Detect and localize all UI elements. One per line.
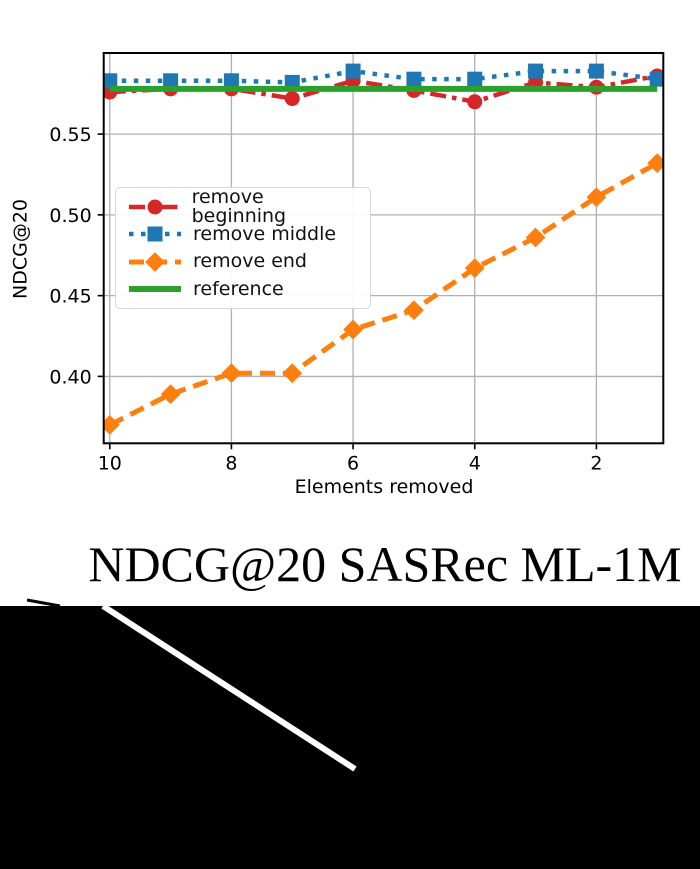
- marker-remove-beginning: [147, 199, 163, 215]
- image-line-0: [101, 603, 357, 772]
- marker-remove-end: [221, 363, 242, 384]
- bottom-image: [0, 598, 700, 869]
- y-tick-label: 0.45: [49, 286, 91, 308]
- marker-remove-middle: [588, 63, 604, 79]
- y-tick-label: 0.40: [49, 366, 91, 388]
- marker-remove-end: [160, 384, 181, 405]
- series-line-remove-middle: [109, 68, 658, 85]
- plot-frame: [102, 52, 665, 445]
- black-region: [0, 606, 700, 869]
- image-line-1: [26, 598, 61, 608]
- marker-remove-beginning: [467, 94, 483, 110]
- figure-caption: NDCG@20 SASRec ML-1M: [88, 536, 682, 592]
- legend-item-reference: reference: [126, 276, 360, 302]
- x-tick-label: 6: [347, 452, 359, 474]
- marker-remove-end: [103, 414, 120, 435]
- marker-remove-middle: [528, 63, 544, 79]
- legend-item-remove-middle: remove middle: [126, 221, 360, 247]
- marker-remove-middle: [163, 73, 179, 89]
- legend-item-remove-beginning: remove beginning: [126, 187, 360, 225]
- legend-sample: [129, 251, 181, 272]
- y-tick-label: 0.50: [49, 205, 91, 227]
- marker-remove-beginning: [284, 91, 300, 107]
- legend-item-remove-end: remove end: [126, 249, 360, 275]
- legend-label: remove beginning: [191, 185, 287, 227]
- marker-remove-middle: [406, 71, 422, 87]
- marker-remove-middle: [649, 71, 664, 87]
- series-line-remove-end: [108, 160, 659, 428]
- x-tick-label: 10: [98, 452, 122, 474]
- x-tick-label: 2: [590, 452, 602, 474]
- legend-sample: [129, 286, 181, 293]
- marker-remove-middle: [345, 63, 361, 79]
- marker-remove-middle: [103, 73, 118, 89]
- legend-sample: [129, 226, 181, 242]
- x-tick-label: 8: [225, 452, 237, 474]
- marker-remove-middle: [147, 226, 163, 242]
- legend-label: remove middle: [193, 222, 337, 245]
- legend-label: remove end: [193, 250, 307, 273]
- chart-legend: remove beginning remove middle remove end r…: [115, 187, 371, 309]
- marker-remove-middle: [223, 73, 239, 89]
- legend-label: reference: [193, 277, 284, 300]
- y-axis-label: NDCG@20: [9, 198, 32, 300]
- marker-remove-end: [145, 251, 165, 272]
- marker-remove-middle: [467, 71, 483, 87]
- marker-remove-end: [464, 258, 485, 279]
- x-tick-label: 4: [469, 452, 481, 474]
- legend-sample: [129, 199, 181, 215]
- y-tick-label: 0.55: [49, 124, 91, 146]
- marker-remove-end: [282, 363, 303, 384]
- marker-remove-end: [404, 300, 424, 321]
- marker-remove-end: [343, 319, 363, 340]
- ndcg-line-chart: 10 8 6 4 2 0.55 0.50 0.45 0.40: [49, 52, 665, 474]
- x-axis-label: Elements removed: [294, 476, 474, 498]
- marker-remove-end: [525, 227, 546, 248]
